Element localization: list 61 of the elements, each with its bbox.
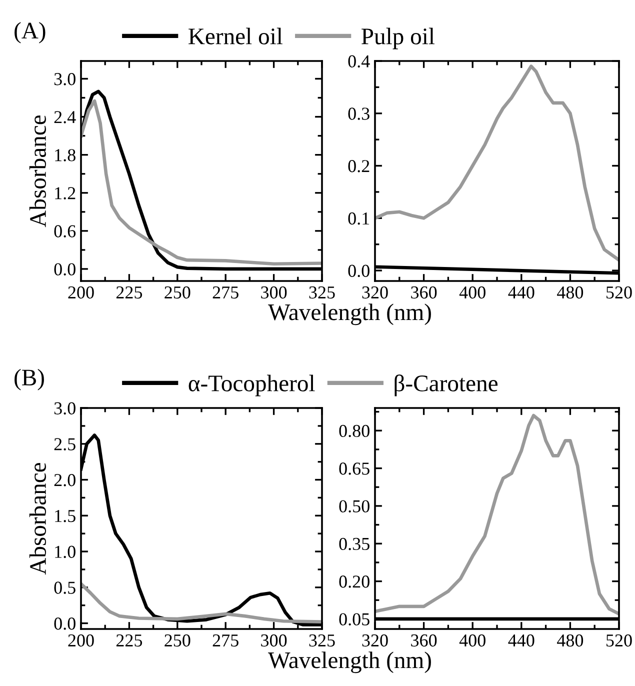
x-tick-label: 360 bbox=[411, 634, 437, 647]
y-tick-label: 0.80 bbox=[339, 424, 370, 438]
x-tick-label: 225 bbox=[116, 286, 142, 299]
y-tick-label: 0.0 bbox=[348, 264, 370, 278]
x-tick-label: 400 bbox=[459, 634, 486, 647]
x-tick-label: 440 bbox=[508, 634, 534, 647]
x-tick-label: 480 bbox=[557, 634, 584, 647]
y-tick-label: 0.50 bbox=[339, 500, 370, 512]
y-tick-label: 0.65 bbox=[339, 462, 370, 475]
x-tick-label: 275 bbox=[212, 286, 238, 299]
legend-label: β-Carotene bbox=[394, 374, 498, 396]
y-tick-label: 0.0 bbox=[54, 263, 76, 276]
y-tick-label: 3.0 bbox=[54, 402, 76, 415]
legend-label: Kernel oil bbox=[188, 28, 282, 44]
x-tick-label: 300 bbox=[261, 286, 287, 299]
y-axis-title: Absorbance bbox=[29, 115, 46, 228]
y-tick-label: 0.35 bbox=[339, 538, 370, 550]
y-tick-label: 0.20 bbox=[339, 576, 370, 588]
line-series bbox=[81, 582, 322, 624]
x-tick-label: 520 bbox=[606, 634, 632, 647]
y-tick-label: 0.2 bbox=[348, 160, 370, 172]
y-tick-label: 0.4 bbox=[348, 55, 370, 68]
y-tick-label: 2.0 bbox=[54, 474, 76, 486]
line-series bbox=[375, 414, 619, 616]
y-tick-label: 2.4 bbox=[54, 111, 76, 124]
x-tick-label: 325 bbox=[309, 286, 335, 299]
y-tick-label: 1.5 bbox=[55, 510, 76, 522]
x-tick-label: 200 bbox=[68, 286, 94, 299]
y-tick-label: 0.0 bbox=[54, 618, 76, 630]
y-tick-label: 0.1 bbox=[348, 212, 370, 225]
x-tick-label: 480 bbox=[557, 286, 584, 299]
x-tick-label: 200 bbox=[68, 634, 94, 647]
y-tick-label: 0.5 bbox=[54, 582, 76, 594]
x-axis-title: Wavelength (nm) bbox=[268, 304, 431, 326]
x-tick-label: 325 bbox=[309, 634, 335, 647]
y-tick-label: 0.3 bbox=[348, 108, 370, 120]
chart-title: (A) bbox=[14, 22, 46, 44]
x-tick-label: 300 bbox=[261, 634, 287, 647]
chart-title: (B) bbox=[14, 368, 44, 390]
y-tick-label: 3.0 bbox=[54, 73, 76, 86]
x-tick-label: 225 bbox=[116, 634, 142, 647]
x-tick-label: 320 bbox=[362, 286, 388, 299]
x-tick-label: 250 bbox=[164, 634, 190, 647]
y-tick-label: 2.5 bbox=[54, 438, 76, 450]
legend-label: Pulp oil bbox=[362, 28, 435, 50]
x-tick-label: 400 bbox=[459, 286, 486, 299]
line-series bbox=[375, 64, 619, 262]
x-tick-label: 250 bbox=[164, 286, 190, 299]
x-tick-label: 360 bbox=[411, 286, 437, 299]
legend-label: α-Tocopherol bbox=[188, 374, 315, 396]
x-tick-label: 320 bbox=[362, 634, 388, 647]
x-axis-title: Wavelength (nm) bbox=[268, 652, 431, 674]
x-tick-label: 275 bbox=[212, 634, 238, 647]
x-tick-label: 440 bbox=[508, 286, 534, 299]
y-axis-title: Absorbance bbox=[29, 462, 46, 575]
y-tick-label: 1.8 bbox=[55, 149, 76, 162]
y-tick-label: 0.6 bbox=[54, 225, 76, 238]
y-tick-label: 1.2 bbox=[55, 187, 76, 200]
y-tick-label: 1.0 bbox=[55, 546, 76, 558]
x-tick-label: 520 bbox=[606, 286, 632, 299]
y-tick-label: 0.05 bbox=[339, 613, 370, 626]
